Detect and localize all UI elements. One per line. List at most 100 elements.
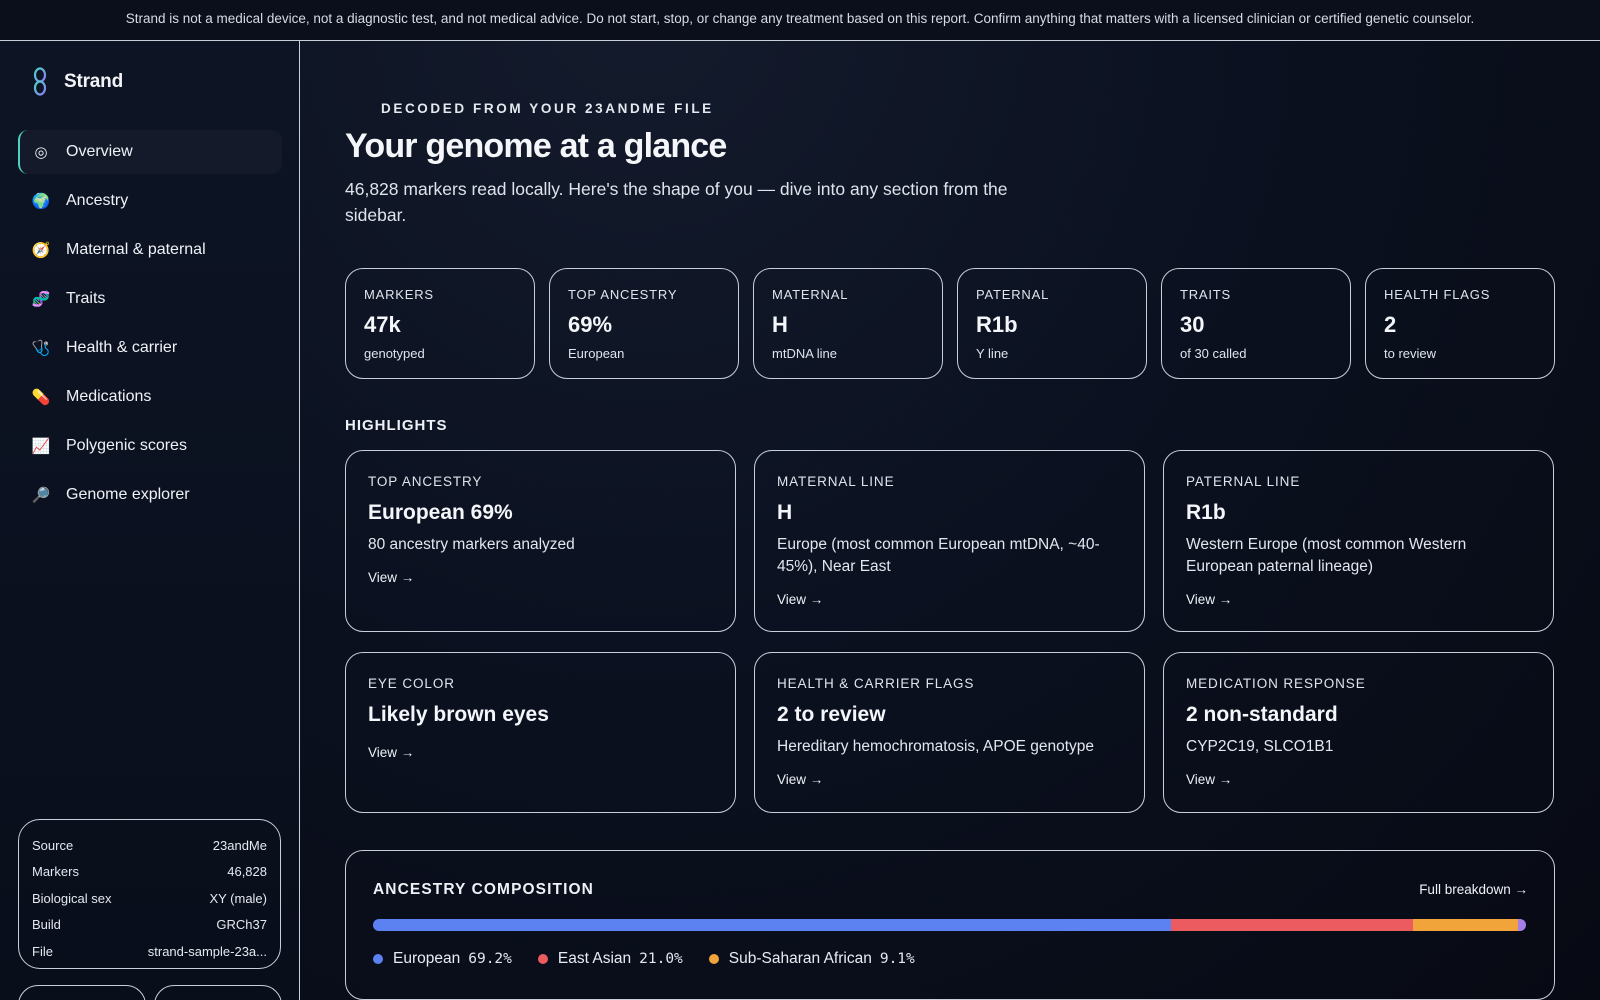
sidebar-item-overview[interactable]: ◎ Overview <box>18 130 282 174</box>
legend-dot <box>373 954 383 964</box>
card-value: Likely brown eyes <box>368 703 549 726</box>
card-value: H <box>777 501 793 524</box>
pill-icon: 💊 <box>31 389 51 406</box>
stat-card-health-flags[interactable]: HEALTH FLAGS 2 to review <box>1365 268 1555 379</box>
full-breakdown-link[interactable]: Full breakdown → <box>1419 882 1528 897</box>
stat-label: MARKERS <box>364 287 434 302</box>
legend-dot <box>708 954 719 964</box>
dna-helix-icon <box>33 67 47 96</box>
back-button[interactable]: Back <box>18 985 146 1000</box>
sidebar-item-label: Medications <box>66 388 152 405</box>
stat-card-maternal[interactable]: MATERNAL H mtDNA line <box>753 268 943 379</box>
sidebar-item-health-carrier[interactable]: 🩺 Health & carrier <box>18 326 282 370</box>
stat-card-top-ancestry[interactable]: TOP ANCESTRY 69% European <box>549 268 739 379</box>
meta-row-markers: Markers 46,828 <box>32 859 267 886</box>
sidebar-item-label: Health & carrier <box>66 339 178 356</box>
stat-sub: of 30 called <box>1180 346 1247 361</box>
stat-sub: European <box>568 346 625 361</box>
sidebar-item-polygenic-scores[interactable]: 📈 Polygenic scores <box>18 424 282 468</box>
legend-item: European 69.2% <box>373 950 512 968</box>
highlight-card-health-carrier[interactable]: HEALTH & CARRIER FLAGS 2 to review Hered… <box>754 652 1145 813</box>
page-title: Your genome at a glance <box>345 127 727 165</box>
ancestry-bar-segment <box>1170 919 1413 931</box>
stat-value: R1b <box>976 312 1018 337</box>
ancestry-bar-segment <box>1413 919 1518 931</box>
legend-label: East Asian <box>557 950 632 967</box>
meta-row-sex: Biological sex XY (male) <box>32 885 267 912</box>
stat-sub: Y line <box>976 346 1009 361</box>
ancestry-legend: European 69.2% East Asian 21.0% Sub-Saharan … <box>373 950 915 968</box>
view-link[interactable]: View → <box>777 772 824 787</box>
sidebar-item-label: Traits <box>66 290 106 307</box>
sidebar-item-traits[interactable]: 🧬 Traits <box>18 277 282 321</box>
magnifier-icon: 🔎 <box>31 487 51 504</box>
legend-item: Sub-Saharan African 9.1% <box>708 950 915 968</box>
card-label: HEALTH & CARRIER FLAGS <box>777 676 975 691</box>
highlight-card-top-ancestry[interactable]: TOP ANCESTRY European 69% 80 ancestry ma… <box>345 450 736 632</box>
card-label: PATERNAL LINE <box>1186 474 1301 489</box>
brand[interactable]: Strand <box>30 67 123 97</box>
ancestry-bar <box>373 919 1526 931</box>
stat-value: 69% <box>568 312 613 337</box>
stat-card-paternal[interactable]: PATERNAL R1b Y line <box>957 268 1147 379</box>
view-link[interactable]: View → <box>368 745 415 760</box>
card-label: MEDICATION RESPONSE <box>1186 676 1366 691</box>
highlight-card-maternal-line[interactable]: MATERNAL LINE H Europe (most common Euro… <box>754 450 1145 632</box>
card-description: Europe (most common European mtDNA, ~40-… <box>777 536 1100 575</box>
highlight-card-medication-response[interactable]: MEDICATION RESPONSE 2 non-standard CYP2C… <box>1163 652 1554 813</box>
highlight-card-eye-color[interactable]: EYE COLOR Likely brown eyes View → <box>345 652 736 813</box>
card-value: 2 non-standard <box>1186 703 1338 726</box>
compass-icon: 🧭 <box>31 242 51 259</box>
ancestry-composition-title: ANCESTRY COMPOSITION <box>373 881 594 898</box>
sidebar-nav: ◎ Overview 🌍 Ancestry 🧭 Maternal & pater… <box>18 130 282 522</box>
stat-card-traits[interactable]: TRAITS 30 of 30 called <box>1161 268 1351 379</box>
stat-value: H <box>772 312 788 337</box>
card-description: Hereditary hemochromatosis, APOE genotyp… <box>777 738 1095 755</box>
card-label: MATERNAL LINE <box>777 474 895 489</box>
stat-value: 30 <box>1180 312 1205 337</box>
meta-value: 46,828 <box>227 864 267 880</box>
meta-row-build: Build GRCh37 <box>32 912 267 939</box>
disclaimer-banner: Strand is not a medical device, not a di… <box>0 0 1600 41</box>
brand-name: Strand <box>64 71 123 92</box>
card-value: R1b <box>1186 501 1226 524</box>
card-description: CYP2C19, SLCO1B1 <box>1186 738 1334 755</box>
legend-item: East Asian 21.0% <box>537 950 683 968</box>
stat-value: 2 <box>1384 312 1397 337</box>
view-link[interactable]: View → <box>368 570 415 585</box>
meta-row-file: File strand-sample-23a... <box>32 938 267 965</box>
file-info-panel: Source 23andMe Markers 46,828 Biological… <box>18 819 281 969</box>
ancestry-composition-panel: ANCESTRY COMPOSITION Full breakdown → Eu… <box>345 850 1555 1000</box>
page-subtitle: 46,828 markers read locally. Here's the … <box>345 179 1008 225</box>
stat-sub: to review <box>1384 346 1437 361</box>
view-link[interactable]: View → <box>1186 772 1233 787</box>
sidebar-item-genome-explorer[interactable]: 🔎 Genome explorer <box>18 473 282 517</box>
view-link[interactable]: View → <box>1186 592 1233 607</box>
stat-label: HEALTH FLAGS <box>1384 287 1491 302</box>
ancestry-bar-segment <box>1517 919 1526 931</box>
meta-label: File <box>32 943 53 959</box>
chart-icon: 📈 <box>31 438 51 455</box>
stat-card-markers[interactable]: MARKERS 47k genotyped <box>345 268 535 379</box>
sidebar-item-medications[interactable]: 💊 Medications <box>18 375 282 419</box>
legend-label: Sub-Saharan African <box>728 950 872 967</box>
stat-label: TRAITS <box>1180 287 1232 302</box>
sidebar-item-ancestry[interactable]: 🌍 Ancestry <box>18 179 282 223</box>
card-description: 80 ancestry markers analyzed <box>368 536 575 553</box>
meta-label: Build <box>32 917 61 933</box>
view-link[interactable]: View → <box>777 592 824 607</box>
meta-row-source: Source 23andMe <box>32 832 267 859</box>
legend-dot <box>537 954 548 964</box>
meta-label: Markers <box>32 864 79 880</box>
card-label: TOP ANCESTRY <box>368 474 483 489</box>
stat-label: PATERNAL <box>976 287 1050 302</box>
stat-value: 47k <box>364 312 401 337</box>
sidebar-item-label: Ancestry <box>66 192 129 209</box>
card-description: Western Europe (most common Western Euro… <box>1186 536 1467 575</box>
highlight-card-paternal-line[interactable]: PATERNAL LINE R1b Western Europe (most c… <box>1163 450 1554 632</box>
legend-percent: 9.1% <box>879 951 915 967</box>
sidebar-item-maternal-paternal[interactable]: 🧭 Maternal & paternal <box>18 228 282 272</box>
ancestry-bar-segment <box>373 919 1171 931</box>
sidebar-item-label: Maternal & paternal <box>66 241 206 258</box>
reload-file-button[interactable]: Reload file <box>154 985 282 1000</box>
